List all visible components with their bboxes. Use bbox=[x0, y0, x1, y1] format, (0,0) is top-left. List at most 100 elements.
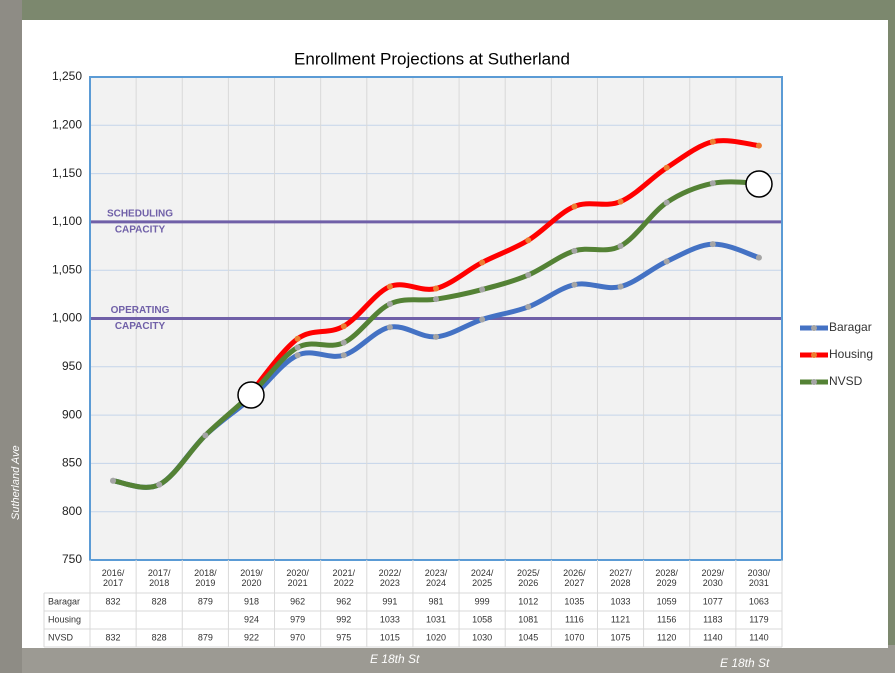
highlight-circle bbox=[746, 171, 772, 197]
table-value: 924 bbox=[244, 614, 259, 624]
y-tick-label: 1,000 bbox=[52, 311, 82, 325]
map-road bbox=[0, 0, 22, 673]
x-tick-label: 2020/ 2021 bbox=[275, 568, 321, 588]
table-row-label: NVSD bbox=[48, 632, 74, 642]
table-value: 832 bbox=[106, 632, 121, 642]
table-value: 1121 bbox=[611, 614, 630, 624]
data-point bbox=[202, 432, 208, 438]
table-value: 1183 bbox=[703, 614, 722, 624]
y-tick-label: 1,150 bbox=[52, 166, 82, 180]
table-value: 981 bbox=[428, 596, 443, 606]
data-point bbox=[295, 344, 301, 350]
y-tick-label: 750 bbox=[62, 552, 82, 566]
reference-label: OPERATING bbox=[111, 305, 170, 316]
data-point bbox=[664, 259, 670, 265]
x-tick-label: 2023/ 2024 bbox=[413, 568, 459, 588]
data-point bbox=[571, 203, 577, 209]
x-tick-label: 2019/ 2020 bbox=[228, 568, 274, 588]
table-value: 879 bbox=[198, 632, 213, 642]
data-point bbox=[618, 243, 624, 249]
data-point bbox=[571, 282, 577, 288]
table-value: 1030 bbox=[472, 632, 492, 642]
table-value: 918 bbox=[244, 596, 259, 606]
data-point bbox=[479, 316, 485, 322]
x-tick-label: 2024/ 2025 bbox=[459, 568, 505, 588]
table-value: 962 bbox=[290, 596, 305, 606]
y-tick-label: 850 bbox=[62, 456, 82, 470]
reference-label: CAPACITY bbox=[115, 321, 166, 332]
table-value: 922 bbox=[244, 632, 259, 642]
page: {"chart_data": {"type": "line", "title":… bbox=[0, 0, 895, 673]
table-value: 992 bbox=[336, 614, 351, 624]
table-value: 1059 bbox=[657, 596, 677, 606]
x-tick-label: 2016/ 2017 bbox=[90, 568, 136, 588]
x-tick-label: 2021/ 2022 bbox=[321, 568, 367, 588]
map-label: Sutherland Ave bbox=[10, 445, 22, 520]
table-value: 1033 bbox=[611, 596, 631, 606]
data-point bbox=[664, 200, 670, 206]
legend-label: Housing bbox=[829, 347, 873, 361]
data-point bbox=[710, 241, 716, 247]
reference-label: SCHEDULING bbox=[107, 209, 173, 220]
table-value: 962 bbox=[336, 596, 351, 606]
x-tick-label: 2029/ 2030 bbox=[690, 568, 736, 588]
data-point bbox=[433, 286, 439, 292]
data-point bbox=[110, 478, 116, 484]
highlight-circle bbox=[238, 382, 264, 408]
data-point bbox=[525, 237, 531, 243]
data-point bbox=[525, 304, 531, 310]
data-point bbox=[387, 324, 393, 330]
map-label: E 18th St bbox=[370, 652, 420, 666]
chart-title: Enrollment Projections at Sutherland bbox=[294, 49, 570, 68]
table-value: 879 bbox=[198, 596, 213, 606]
table-value: 1116 bbox=[565, 614, 584, 624]
y-tick-label: 1,200 bbox=[52, 117, 82, 131]
table-value: 1120 bbox=[657, 632, 676, 642]
y-tick-label: 900 bbox=[62, 407, 82, 421]
data-point bbox=[479, 259, 485, 265]
table-value: 832 bbox=[106, 596, 121, 606]
table-value: 1058 bbox=[472, 614, 492, 624]
table-value: 1012 bbox=[518, 596, 538, 606]
table-value: 1070 bbox=[564, 632, 584, 642]
data-point bbox=[433, 334, 439, 340]
y-tick-label: 800 bbox=[62, 504, 82, 518]
table-value: 1156 bbox=[657, 614, 676, 624]
x-tick-label: 2028/ 2029 bbox=[644, 568, 690, 588]
table-value: 991 bbox=[382, 596, 397, 606]
legend-label: Baragar bbox=[829, 320, 872, 334]
data-point bbox=[710, 139, 716, 145]
y-tick-label: 950 bbox=[62, 359, 82, 373]
data-point bbox=[433, 296, 439, 302]
legend-marker bbox=[811, 352, 817, 358]
data-point bbox=[664, 165, 670, 171]
table-value: 1063 bbox=[749, 596, 769, 606]
table-value: 1045 bbox=[518, 632, 538, 642]
table-value: 975 bbox=[336, 632, 351, 642]
table-value: 1140 bbox=[749, 632, 768, 642]
legend-marker bbox=[811, 379, 817, 385]
data-point bbox=[295, 336, 301, 342]
table-value: 1020 bbox=[426, 632, 446, 642]
data-point bbox=[756, 143, 762, 149]
data-point bbox=[156, 482, 162, 488]
x-tick-label: 2022/ 2023 bbox=[367, 568, 413, 588]
data-point bbox=[341, 340, 347, 346]
data-point bbox=[341, 352, 347, 358]
table-value: 1015 bbox=[380, 632, 400, 642]
y-tick-label: 1,250 bbox=[52, 69, 82, 83]
data-point bbox=[387, 284, 393, 290]
y-tick-label: 1,050 bbox=[52, 262, 82, 276]
table-value: 1179 bbox=[749, 614, 768, 624]
map-label: E 18th St bbox=[720, 656, 770, 670]
table-value: 970 bbox=[290, 632, 305, 642]
table-value: 1081 bbox=[518, 614, 538, 624]
data-point bbox=[525, 272, 531, 278]
table-row-label: Housing bbox=[48, 614, 81, 624]
table-value: 1075 bbox=[611, 632, 631, 642]
table-value: 999 bbox=[475, 596, 490, 606]
data-point bbox=[756, 255, 762, 261]
data-point bbox=[295, 352, 301, 358]
table-value: 1140 bbox=[703, 632, 722, 642]
table-value: 1077 bbox=[703, 596, 723, 606]
